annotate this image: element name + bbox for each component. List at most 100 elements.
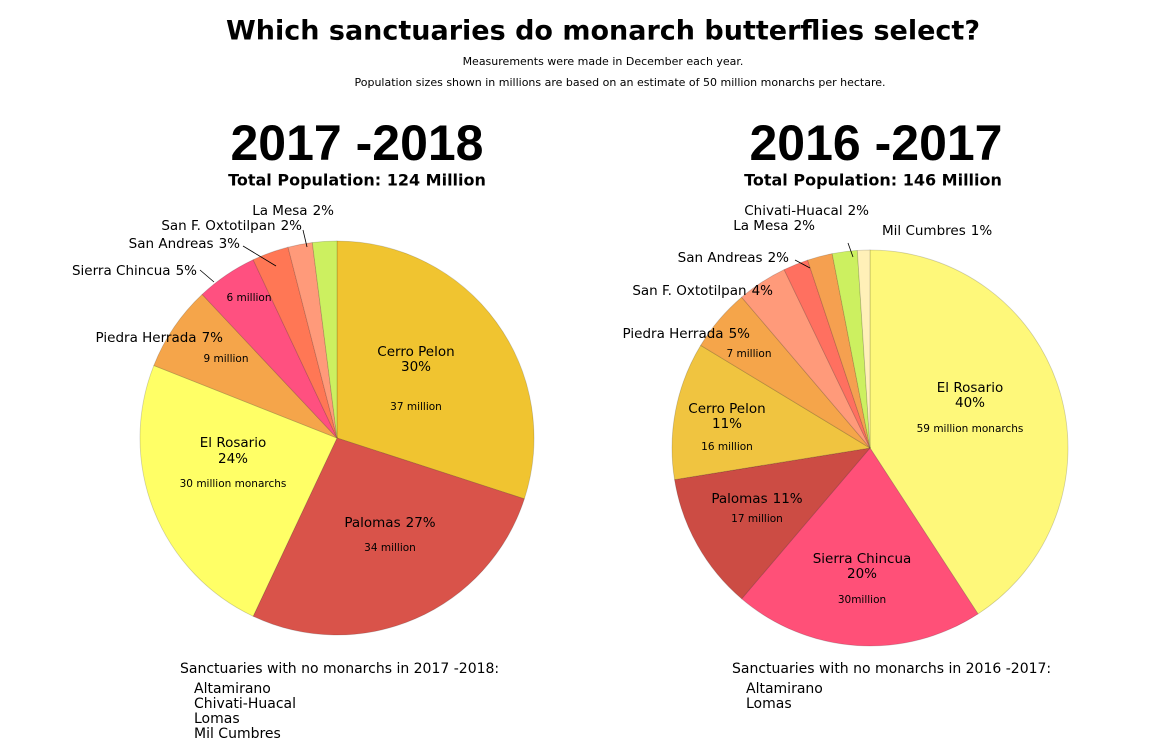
value-label: 5% [729, 326, 751, 342]
note-item: Chivati-Huacal [194, 696, 296, 712]
slice-label: Palomas 27% [344, 515, 435, 531]
pie-slice [153, 293, 338, 439]
pie-slice [831, 249, 871, 449]
category-label: El Rosario [937, 380, 1003, 396]
value-label: 24% [218, 451, 248, 467]
slice-label: Chivati-Huacal 2% [744, 203, 869, 219]
category-label: San F. Oxtotilpan [161, 218, 275, 234]
slice-label: San F. Oxtotilpan 2% [161, 218, 302, 234]
pie-slice [252, 437, 525, 636]
chart-title: 2017 -2018 [230, 115, 483, 171]
value-label: 1% [971, 223, 993, 239]
slice-label: Cerro Pelon [688, 401, 765, 417]
category-label: Palomas [344, 515, 400, 531]
slice-label: Piedra Herrada 5% [623, 326, 751, 342]
value-label: 7% [202, 330, 224, 346]
category-label: San Andreas [129, 236, 214, 252]
pie-slice [674, 447, 872, 600]
value-label: 3% [219, 236, 241, 252]
value-label: 4% [752, 283, 774, 299]
category-label: San F. Oxtotilpan [632, 283, 746, 299]
value-label: 40% [955, 395, 985, 411]
slice-label: Cerro Pelon [377, 344, 454, 360]
note-item: Lomas [746, 696, 792, 712]
category-label: San Andreas [678, 250, 763, 266]
value-label: 2% [281, 218, 303, 234]
category-label: Sierra Chincua [72, 263, 171, 279]
value-label: 27% [406, 515, 436, 531]
slice-label: Mil Cumbres 1% [882, 223, 992, 239]
note-item: Lomas [194, 711, 240, 727]
pie-slice [783, 259, 871, 449]
chart-subtitle: Total Population: 124 Million [228, 171, 486, 190]
category-label: Sierra Chincua [813, 551, 912, 567]
page-note: Population sizes shown in millions are b… [354, 76, 885, 89]
value-label: 11% [712, 416, 742, 432]
population-label: 59 million monarchs [917, 423, 1024, 435]
pie-slice [287, 242, 338, 439]
note-title: Sanctuaries with no monarchs in 2017 -20… [180, 661, 499, 677]
leader-line [242, 245, 277, 267]
slice-label: San Andreas 2% [678, 250, 790, 266]
category-label: Mil Cumbres [882, 223, 966, 239]
note-title: Sanctuaries with no monarchs in 2016 -20… [732, 661, 1051, 677]
category-label: La Mesa [733, 218, 788, 234]
pie-slice [856, 249, 871, 449]
population-label: 9 million [204, 353, 249, 365]
category-label: Cerro Pelon [377, 344, 454, 360]
pie-slice [671, 344, 872, 481]
page-title: Which sanctuaries do monarch butterflies… [226, 16, 980, 47]
pie-slice [201, 259, 338, 439]
leader-line [847, 242, 854, 258]
value-label: 30% [401, 359, 431, 375]
value-label: 5% [176, 263, 198, 279]
population-label: 7 million [727, 348, 772, 360]
pie-slice [252, 246, 338, 439]
value-label: 2% [794, 218, 816, 234]
pie-slice [741, 269, 871, 449]
category-label: La Mesa [252, 203, 307, 219]
note-item: Altamirano [746, 681, 823, 697]
note-item: Altamirano [194, 681, 271, 697]
pie-slice [869, 249, 1069, 615]
value-label: 11% [773, 491, 803, 507]
value-label: 20% [847, 566, 877, 582]
category-label: Piedra Herrada [96, 330, 197, 346]
category-label: El Rosario [200, 435, 266, 451]
slice-label: San F. Oxtotilpan 4% [632, 283, 773, 299]
slice-label: El Rosario [200, 435, 266, 451]
page-note: Measurements were made in December each … [463, 55, 744, 68]
chart-subtitle: Total Population: 146 Million [744, 171, 1002, 190]
population-label: 17 million [731, 513, 783, 525]
population-label: 6 million [227, 292, 272, 304]
population-label: 30million [838, 594, 886, 606]
pie-slice [139, 364, 338, 617]
value-label: 2% [848, 203, 870, 219]
population-label: 37 million [390, 401, 442, 413]
category-label: Palomas [711, 491, 767, 507]
category-label: Piedra Herrada [623, 326, 724, 342]
slice-label: El Rosario [937, 380, 1003, 396]
pie-slice [807, 253, 871, 449]
pie-slice [336, 240, 535, 500]
slice-label: La Mesa 2% [733, 218, 815, 234]
slice-label: Sierra Chincua 5% [72, 263, 197, 279]
chart-title: 2016 -2017 [749, 115, 1002, 171]
leader-line [199, 269, 215, 283]
value-label: 2% [313, 203, 335, 219]
slice-label: La Mesa 2% [252, 203, 334, 219]
leader-line [302, 229, 308, 248]
slice-label: Palomas 11% [711, 491, 802, 507]
category-label: Cerro Pelon [688, 401, 765, 417]
note-item: Mil Cumbres [194, 726, 281, 742]
pie-slice [741, 447, 979, 647]
slice-label: Piedra Herrada 7% [96, 330, 224, 346]
pie-slice [311, 240, 338, 439]
slice-label: San Andreas 3% [129, 236, 241, 252]
population-label: 30 million monarchs [180, 478, 287, 490]
pie-slice [700, 296, 871, 449]
category-label: Chivati-Huacal [744, 203, 842, 219]
value-label: 2% [768, 250, 790, 266]
population-label: 16 million [701, 441, 753, 453]
